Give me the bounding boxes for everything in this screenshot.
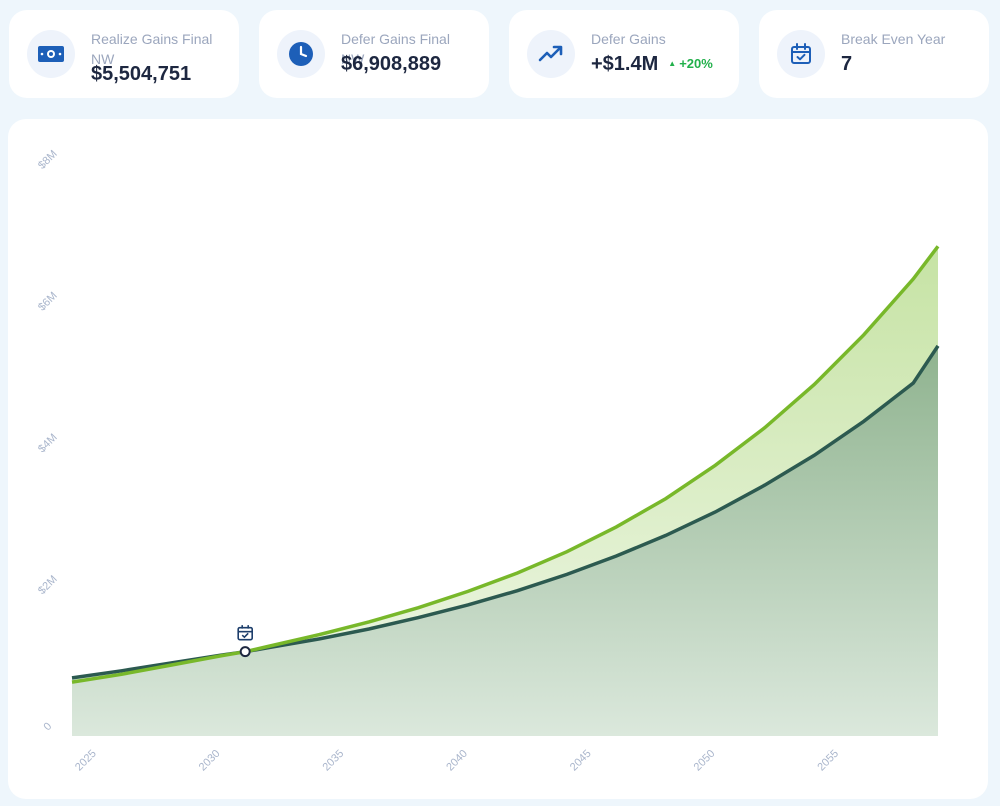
stat-value: 7 (841, 53, 853, 75)
chart-panel: 0 $2M $4M $6M $8M 2025 2030 2035 2040 2045 2050 20… (8, 119, 988, 799)
x-tick-label: 2030 (197, 748, 223, 774)
stat-card-defer-final-nw: Defer Gains Final NW $6,908,889 (259, 10, 489, 98)
stat-value-row: +$1.4M ▲ +20% (591, 53, 713, 76)
delta-value: +20% (679, 56, 713, 71)
x-axis-ticks: 2025 2030 2035 2040 2045 2050 2055 (73, 748, 841, 774)
calendar-check-icon-wrap (777, 30, 825, 78)
y-tick-label: $2M (36, 573, 60, 597)
x-tick-label: 2055 (815, 748, 841, 774)
y-tick-label: $4M (36, 432, 60, 456)
banknote-icon-wrap (27, 30, 75, 78)
clock-icon (289, 42, 313, 66)
y-tick-label: $8M (36, 148, 60, 172)
banknote-icon (38, 46, 64, 62)
net-worth-area-chart: 0$2M$4M$6M$8M 2025 2030 2035 2040 2045 2050 20… (36, 148, 940, 774)
stat-label: Realize Gains Final NW (91, 31, 213, 67)
calendar-check-icon (237, 625, 253, 641)
stat-value: $5,504,751 (91, 63, 192, 85)
defer-gains-line (71, 245, 940, 684)
y-axis-ticks: 0 $2M $4M $6M $8M (36, 148, 60, 733)
stat-value: $6,908,889 (341, 53, 442, 75)
break-even-marker (237, 625, 253, 658)
trending-up-icon-wrap (527, 30, 575, 78)
x-tick-label: 2025 (73, 748, 99, 774)
x-tick-label: 2050 (692, 748, 718, 774)
y-tick-label: $6M (36, 290, 60, 314)
y-tick-label: 0 (41, 720, 54, 733)
realize-gains-area (72, 345, 938, 736)
stat-label: Break Even Year (841, 31, 946, 47)
up-triangle-icon: ▲ (668, 59, 677, 68)
trending-up-icon (538, 45, 563, 62)
stat-card-realize-final-nw: Realize Gains Final NW $5,504,751 (9, 10, 239, 98)
x-tick-label: 2040 (444, 748, 470, 774)
clock-icon-wrap (277, 30, 325, 78)
x-tick-label: 2045 (568, 748, 594, 774)
stat-label: Defer Gains (591, 31, 666, 47)
calendar-check-icon (791, 43, 811, 64)
delta-badge: ▲ +20% (668, 56, 713, 71)
x-tick-label: 2035 (320, 748, 346, 774)
stat-card-break-even: Break Even Year 7 (759, 10, 989, 98)
stat-label: Defer Gains Final NW (341, 31, 450, 67)
stat-card-defer-gains: Defer Gains +$1.4M ▲ +20% (509, 10, 739, 98)
stat-value: +$1.4M (591, 53, 659, 75)
break-even-point (239, 646, 251, 658)
